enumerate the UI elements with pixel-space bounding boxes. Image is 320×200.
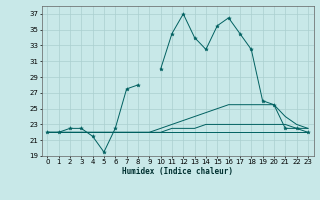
X-axis label: Humidex (Indice chaleur): Humidex (Indice chaleur) (122, 167, 233, 176)
